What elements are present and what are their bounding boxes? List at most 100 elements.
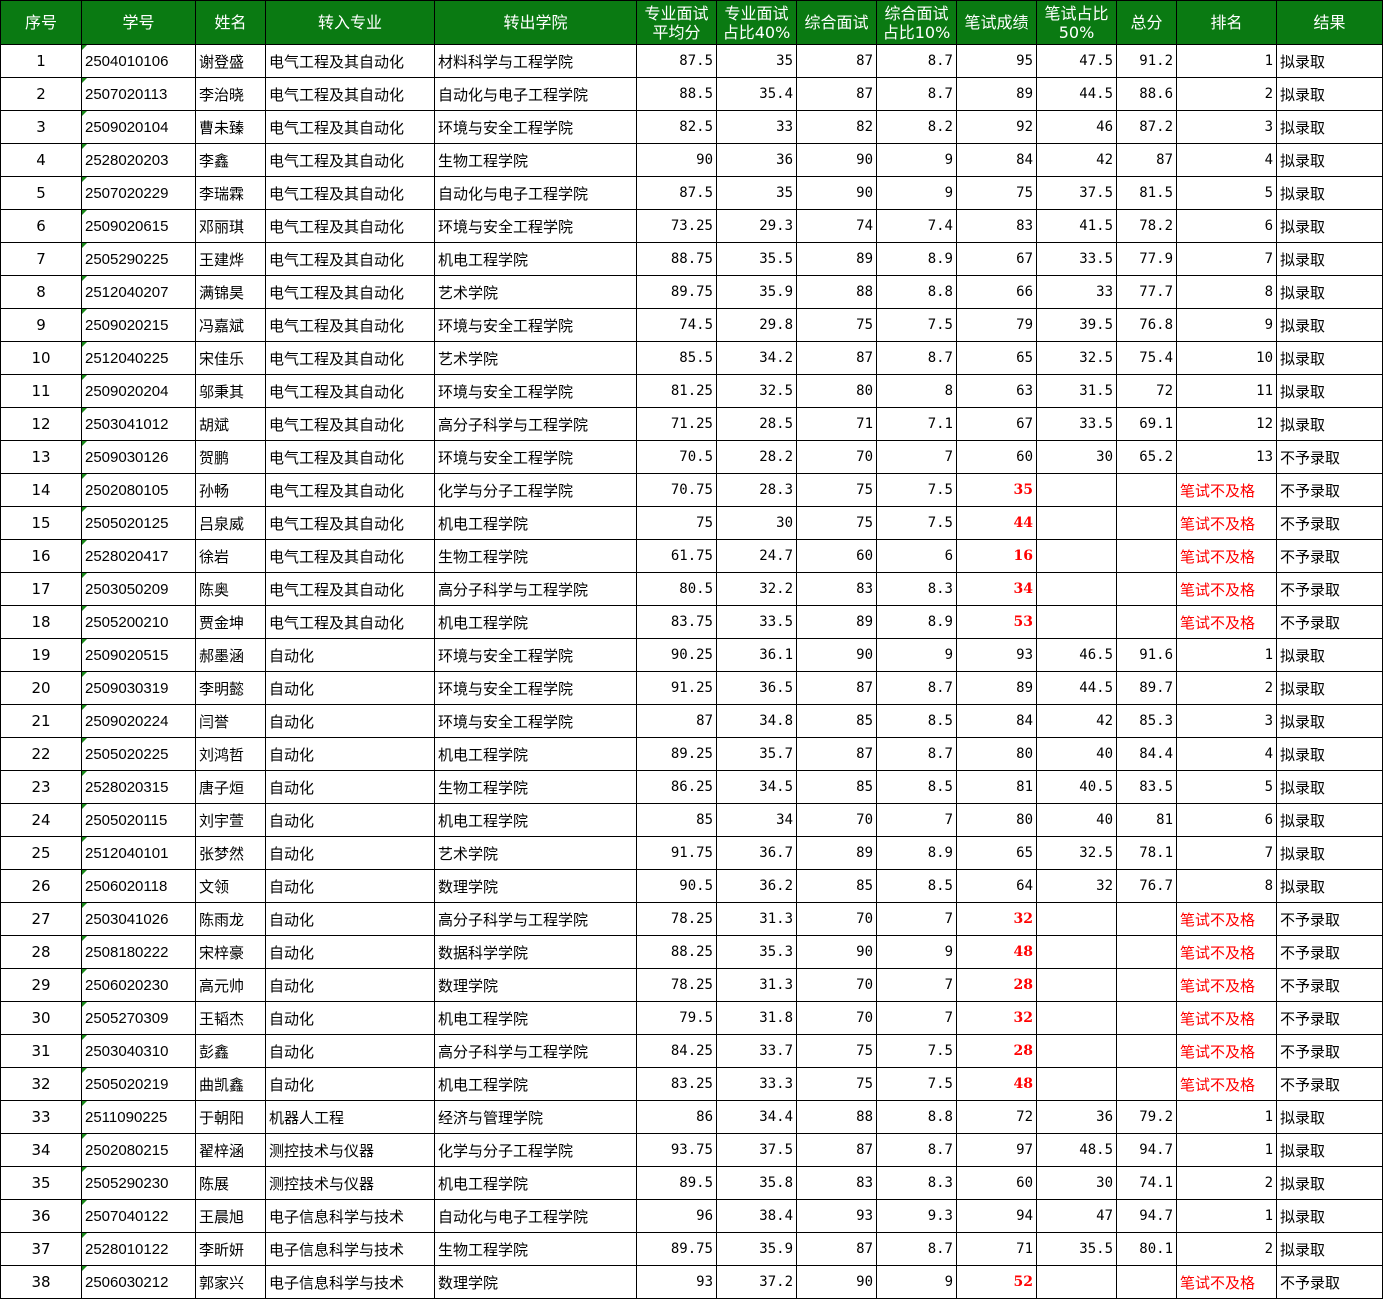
cell-major-interview-40pct[interactable]: 28.5 xyxy=(716,407,797,441)
cell-target-major[interactable]: 自动化 xyxy=(265,638,435,672)
cell-general-interview[interactable]: 87 xyxy=(796,671,877,705)
cell-written-score[interactable]: 71 xyxy=(956,1232,1037,1266)
cell-general-interview-10pct[interactable]: 8.7 xyxy=(876,341,957,375)
cell-result[interactable]: 拟录取 xyxy=(1276,671,1383,705)
cell-major-interview-avg[interactable]: 89.5 xyxy=(636,1166,717,1200)
cell-written-score[interactable]: 89 xyxy=(956,671,1037,705)
cell-general-interview[interactable]: 87 xyxy=(796,77,877,111)
cell-source-college[interactable]: 自动化与电子工程学院 xyxy=(434,77,637,111)
header-target-major[interactable]: 转入专业 xyxy=(265,0,435,45)
cell-general-interview[interactable]: 87 xyxy=(796,1133,877,1167)
cell-student-id[interactable]: 2509030319 xyxy=(81,671,196,705)
cell-major-interview-avg[interactable]: 91.75 xyxy=(636,836,717,870)
cell-major-interview-avg[interactable]: 83.25 xyxy=(636,1067,717,1101)
cell-name[interactable]: 谢登盛 xyxy=(195,44,266,78)
cell-target-major[interactable]: 电气工程及其自动化 xyxy=(265,143,435,177)
cell-general-interview-10pct[interactable]: 8.5 xyxy=(876,869,957,903)
cell-major-interview-40pct[interactable]: 32.2 xyxy=(716,572,797,606)
cell-source-college[interactable]: 机电工程学院 xyxy=(434,803,637,837)
cell-written-score[interactable]: 81 xyxy=(956,770,1037,804)
cell-source-college[interactable]: 自动化与电子工程学院 xyxy=(434,1199,637,1233)
header-student-id[interactable]: 学号 xyxy=(81,0,196,45)
cell-rank[interactable]: 笔试不及格 xyxy=(1176,1001,1277,1035)
cell-result[interactable]: 不予录取 xyxy=(1276,1067,1383,1101)
cell-general-interview-10pct[interactable]: 8.2 xyxy=(876,110,957,144)
cell-seq[interactable]: 33 xyxy=(0,1100,82,1134)
cell-written-score[interactable]: 48 xyxy=(956,1067,1037,1101)
cell-major-interview-avg[interactable]: 87.5 xyxy=(636,44,717,78)
cell-written-50pct[interactable] xyxy=(1036,506,1117,540)
cell-target-major[interactable]: 自动化 xyxy=(265,704,435,738)
cell-written-score[interactable]: 64 xyxy=(956,869,1037,903)
cell-major-interview-40pct[interactable]: 35 xyxy=(716,44,797,78)
cell-rank[interactable]: 8 xyxy=(1176,275,1277,309)
cell-total-score[interactable] xyxy=(1116,1034,1177,1068)
cell-name[interactable]: 郭家兴 xyxy=(195,1265,266,1299)
cell-result[interactable]: 拟录取 xyxy=(1276,1100,1383,1134)
cell-rank[interactable]: 6 xyxy=(1176,209,1277,243)
cell-total-score[interactable]: 65.2 xyxy=(1116,440,1177,474)
cell-source-college[interactable]: 数理学院 xyxy=(434,968,637,1002)
cell-name[interactable]: 李鑫 xyxy=(195,143,266,177)
header-rank[interactable]: 排名 xyxy=(1176,0,1277,45)
cell-source-college[interactable]: 机电工程学院 xyxy=(434,1001,637,1035)
cell-source-college[interactable]: 环境与安全工程学院 xyxy=(434,704,637,738)
cell-written-50pct[interactable] xyxy=(1036,539,1117,573)
cell-total-score[interactable]: 89.7 xyxy=(1116,671,1177,705)
cell-result[interactable]: 拟录取 xyxy=(1276,275,1383,309)
cell-total-score[interactable]: 78.2 xyxy=(1116,209,1177,243)
cell-general-interview[interactable]: 70 xyxy=(796,902,877,936)
cell-seq[interactable]: 24 xyxy=(0,803,82,837)
cell-name[interactable]: 翟梓涵 xyxy=(195,1133,266,1167)
cell-total-score[interactable]: 76.7 xyxy=(1116,869,1177,903)
cell-name[interactable]: 吕泉威 xyxy=(195,506,266,540)
cell-major-interview-avg[interactable]: 80.5 xyxy=(636,572,717,606)
cell-target-major[interactable]: 测控技术与仪器 xyxy=(265,1133,435,1167)
cell-general-interview-10pct[interactable]: 7.4 xyxy=(876,209,957,243)
cell-general-interview[interactable]: 90 xyxy=(796,176,877,210)
cell-student-id[interactable]: 2506020230 xyxy=(81,968,196,1002)
cell-written-50pct[interactable] xyxy=(1036,1034,1117,1068)
cell-major-interview-avg[interactable]: 70.5 xyxy=(636,440,717,474)
cell-written-score[interactable]: 32 xyxy=(956,902,1037,936)
cell-general-interview-10pct[interactable]: 8.9 xyxy=(876,242,957,276)
cell-source-college[interactable]: 材料科学与工程学院 xyxy=(434,44,637,78)
cell-target-major[interactable]: 自动化 xyxy=(265,968,435,1002)
cell-seq[interactable]: 7 xyxy=(0,242,82,276)
cell-source-college[interactable]: 数据科学学院 xyxy=(434,935,637,969)
cell-written-50pct[interactable]: 30 xyxy=(1036,440,1117,474)
cell-general-interview-10pct[interactable]: 7 xyxy=(876,1001,957,1035)
cell-general-interview[interactable]: 85 xyxy=(796,704,877,738)
cell-student-id[interactable]: 2528020417 xyxy=(81,539,196,573)
cell-student-id[interactable]: 2505290225 xyxy=(81,242,196,276)
cell-result[interactable]: 拟录取 xyxy=(1276,704,1383,738)
cell-name[interactable]: 贾金坤 xyxy=(195,605,266,639)
cell-result[interactable]: 不予录取 xyxy=(1276,506,1383,540)
cell-general-interview-10pct[interactable]: 7.1 xyxy=(876,407,957,441)
cell-seq[interactable]: 12 xyxy=(0,407,82,441)
cell-rank[interactable]: 笔试不及格 xyxy=(1176,1034,1277,1068)
cell-general-interview-10pct[interactable]: 7 xyxy=(876,902,957,936)
cell-source-college[interactable]: 机电工程学院 xyxy=(434,242,637,276)
cell-major-interview-40pct[interactable]: 35.7 xyxy=(716,737,797,771)
cell-major-interview-40pct[interactable]: 36.5 xyxy=(716,671,797,705)
cell-seq[interactable]: 20 xyxy=(0,671,82,705)
cell-source-college[interactable]: 环境与安全工程学院 xyxy=(434,440,637,474)
cell-general-interview-10pct[interactable]: 7 xyxy=(876,968,957,1002)
cell-total-score[interactable]: 83.5 xyxy=(1116,770,1177,804)
cell-general-interview[interactable]: 75 xyxy=(796,1034,877,1068)
cell-written-score[interactable]: 95 xyxy=(956,44,1037,78)
cell-major-interview-40pct[interactable]: 35.9 xyxy=(716,1232,797,1266)
header-written-50pct[interactable]: 笔试占比 50% xyxy=(1036,0,1117,45)
cell-name[interactable]: 满锦昊 xyxy=(195,275,266,309)
cell-general-interview-10pct[interactable]: 8.5 xyxy=(876,704,957,738)
cell-written-score[interactable]: 34 xyxy=(956,572,1037,606)
cell-name[interactable]: 李明懿 xyxy=(195,671,266,705)
cell-target-major[interactable]: 自动化 xyxy=(265,1067,435,1101)
cell-written-score[interactable]: 67 xyxy=(956,242,1037,276)
cell-total-score[interactable]: 79.2 xyxy=(1116,1100,1177,1134)
cell-target-major[interactable]: 电气工程及其自动化 xyxy=(265,407,435,441)
header-result[interactable]: 结果 xyxy=(1276,0,1383,45)
cell-major-interview-40pct[interactable]: 36.7 xyxy=(716,836,797,870)
cell-total-score[interactable]: 91.2 xyxy=(1116,44,1177,78)
